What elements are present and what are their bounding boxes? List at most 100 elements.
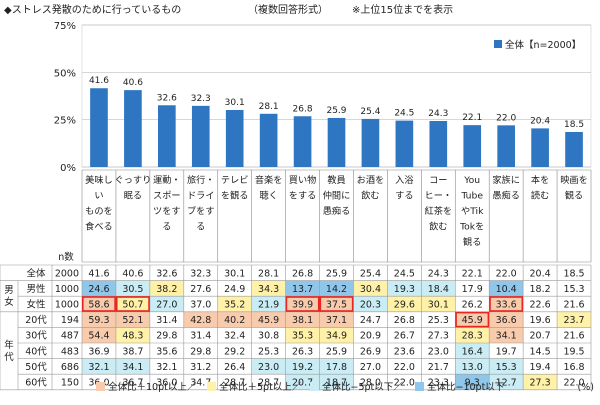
table-cell: 26.9: [360, 346, 381, 357]
table-cell: 29.8: [156, 331, 177, 342]
row-label: 女性: [26, 299, 46, 311]
row-label: 20代: [25, 315, 47, 326]
category-label: 買い物: [289, 174, 317, 186]
bar: [90, 88, 108, 167]
category-label: をする: [289, 191, 317, 202]
highlight-cell: [319, 374, 354, 390]
table-cell: 18.2: [530, 284, 551, 295]
table-cell: 22.1: [462, 268, 483, 279]
table-cell: 22.0: [496, 268, 517, 279]
table-cell: 13.7: [292, 284, 313, 295]
table-cell: 13.0: [462, 362, 483, 373]
table-cell: 22.6: [530, 300, 551, 311]
row-n-count: 1000: [55, 300, 79, 311]
table-cell: 10.4: [496, 284, 517, 295]
chart-title: ◆ストレス発散のために行っているもの: [4, 3, 181, 16]
highlight-cell: [387, 280, 422, 297]
category-label: Tube: [460, 191, 483, 202]
bar: [158, 105, 176, 167]
bar: [463, 125, 482, 167]
table-cell: 23.0: [428, 346, 449, 357]
highlight-cell: [115, 296, 150, 312]
table-cell: 32.3: [190, 268, 211, 279]
row-label: 50代: [25, 362, 47, 373]
y-tick-label: 50%: [54, 68, 76, 79]
emphasis-outline: [489, 296, 524, 312]
bar: [395, 120, 414, 167]
category-label: ものを: [85, 206, 113, 217]
highlight-legend: 全体比＋10pt以上／ 全体比＋5pt以上／ 全体比−5pt以下／ 全体比−10pt以…: [96, 381, 594, 393]
highlight-cell: [251, 280, 286, 297]
footer-legend-label: 全体比−5pt以下／: [322, 381, 403, 393]
row-n-count: 2000: [55, 268, 79, 279]
plot-area: 0% 25% 50% 75% 41.6 40.6 32.6 32.3 30.1 28.1 26.8 2…: [54, 21, 592, 263]
category-label: 家族に: [492, 174, 520, 186]
table-cell: 54.4: [88, 331, 109, 342]
table-cell: 24.9: [224, 284, 245, 295]
bar: [429, 120, 448, 167]
table-cell: 32.4: [224, 331, 245, 342]
table-cell: 20.9: [360, 331, 381, 342]
highlight-cell: [489, 311, 524, 328]
category-label: 旅行・: [187, 174, 215, 186]
table-cell: 9.3: [465, 378, 480, 389]
table-cell: 50.7: [122, 300, 143, 311]
category-label: る: [162, 222, 171, 233]
category-label: テレビ: [221, 175, 249, 186]
footer-legend-label: 全体比−10pt以下: [427, 381, 504, 393]
table-cell: 34.3: [258, 284, 279, 295]
highlight-cell: [251, 311, 286, 328]
row-label: 40代: [25, 346, 47, 357]
table-cell: 19.5: [563, 346, 584, 357]
bar: [327, 117, 346, 167]
bar-value-label: 30.1: [225, 98, 245, 108]
table-cell: 26.7: [394, 331, 415, 342]
highlight-cell: [183, 311, 218, 328]
category-label: 眠る: [124, 191, 142, 202]
highlight-cell: [489, 327, 524, 343]
highlight-cell: [455, 311, 490, 328]
table-cell: 16.8: [563, 362, 584, 373]
category-label: コー: [429, 175, 447, 186]
category-label: ブをす: [187, 205, 215, 217]
table-cell: 39.9: [292, 300, 313, 311]
table-cell: 23.3: [428, 378, 449, 389]
table-cell: 40.2: [224, 315, 245, 326]
table-cell: 37.1: [326, 315, 347, 326]
highlight-cell: [82, 327, 116, 343]
category-label: る: [196, 222, 205, 233]
category-label: 美味し: [85, 174, 113, 186]
table-cell: 31.2: [190, 362, 211, 373]
table-cell: 19.7: [496, 346, 517, 357]
bar-value-label: 22.0: [496, 113, 516, 123]
table-cell: 22.0: [563, 378, 584, 389]
highlight-cell: [489, 374, 524, 390]
table-cell: 23.7: [563, 315, 584, 326]
highlight-cell: [421, 280, 456, 297]
table-cell: 27.3: [530, 378, 551, 389]
category-label: ぐっすり: [115, 175, 152, 186]
table-cell: 52.1: [122, 315, 143, 326]
table-cell: 48.3: [122, 331, 143, 342]
table-cell: 37.5: [326, 300, 347, 311]
highlight-cell: [82, 296, 116, 312]
highlight-cell: [319, 327, 354, 343]
table-cell: 35.6: [156, 346, 177, 357]
highlight-cell: [285, 296, 320, 312]
table-cell: 36.0: [156, 378, 177, 389]
bar: [191, 105, 210, 167]
highlight-cell: [319, 358, 354, 375]
table-cell: 21.6: [563, 331, 584, 342]
table-cell: 24.3: [428, 268, 449, 279]
highlight-cell: [115, 327, 150, 343]
legend-label: 全体【n=2000】: [505, 39, 581, 51]
highlight-cell: [149, 280, 184, 297]
category-label: ツをす: [153, 206, 181, 217]
table-cell: 26.2: [462, 300, 483, 311]
table-cell: 35.3: [292, 331, 313, 342]
category-label: 仲間に: [323, 190, 351, 202]
table-cell: 29.8: [190, 346, 211, 357]
highlight-cell: [115, 311, 150, 328]
emphasis-outline: [319, 296, 354, 312]
